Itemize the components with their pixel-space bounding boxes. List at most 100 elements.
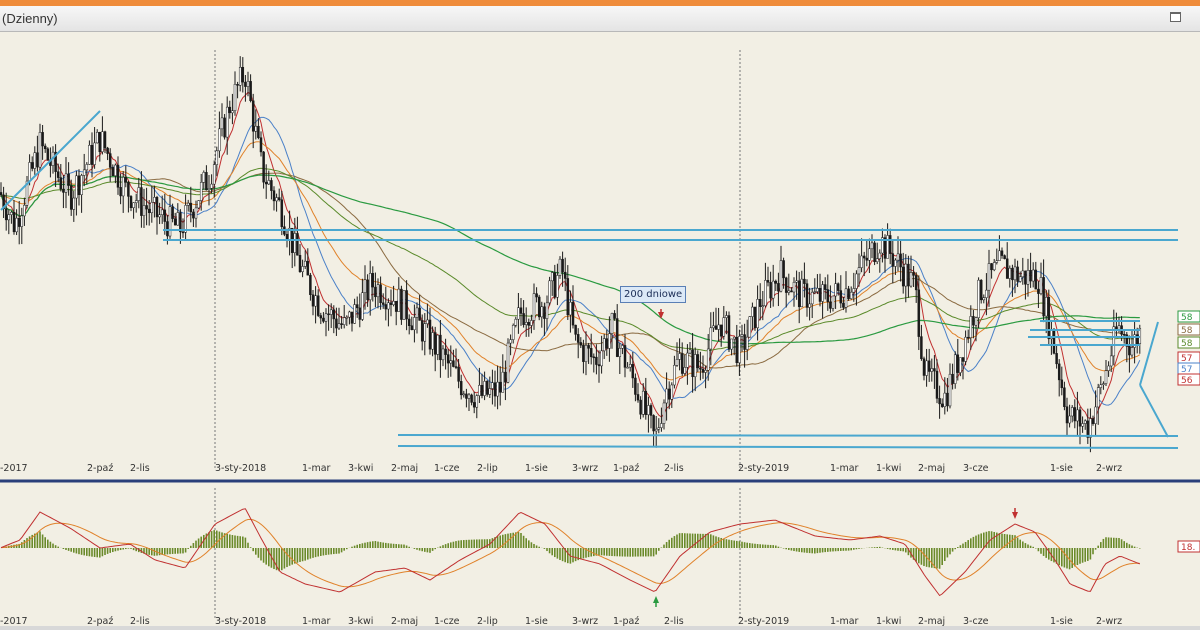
price-bar-body (909, 272, 913, 287)
price-bar-body (652, 415, 655, 432)
drawn-line-10[interactable] (1139, 384, 1169, 438)
price-bar-body (296, 233, 299, 256)
price-bar-body (1078, 409, 1082, 427)
price-bar-body (907, 263, 910, 287)
price-bar-body (810, 291, 814, 305)
price-bar-body (82, 169, 86, 176)
price-bar-body (615, 318, 619, 357)
price-bar-body (114, 164, 117, 177)
price-bar-body (631, 364, 635, 379)
price-bar-body (1070, 407, 1074, 417)
price-bar-body (342, 317, 346, 325)
price-bar-body (649, 405, 653, 416)
price-bar-body (717, 324, 720, 330)
sell-arrow-icon (658, 312, 664, 319)
price-bar-body (938, 398, 941, 405)
price-bar-body (678, 353, 681, 360)
price-bar-body (20, 215, 24, 227)
price-bar-body (992, 262, 996, 271)
price-bar-body (1081, 423, 1084, 427)
price-bar-body (589, 348, 593, 358)
price-bar-body (719, 324, 723, 337)
price-bar-body (571, 301, 575, 326)
price-bar-body (392, 300, 395, 305)
price-bar-body (550, 272, 554, 282)
price-bar-body (628, 364, 632, 368)
drawn-line-2[interactable] (397, 434, 1179, 437)
price-bar-body (1000, 250, 1004, 256)
price-bar-body (561, 258, 564, 273)
price-bar-body (366, 279, 369, 301)
price-bar-body (758, 299, 762, 307)
maximize-icon[interactable] (1170, 12, 1181, 22)
drawing-tools[interactable] (0, 110, 1179, 449)
price-bar-body (1003, 255, 1006, 260)
price-bar-body (36, 152, 39, 168)
price-bar-body (613, 313, 616, 319)
price-bar-body (641, 390, 645, 415)
price-bar-body (930, 368, 934, 372)
price-bar-body (639, 399, 642, 415)
price-bar-body (85, 164, 89, 171)
price-bar-body (696, 354, 700, 369)
price-bar-body (883, 237, 887, 259)
x-tick-label: 2-lis (664, 616, 684, 627)
price-bar-body (935, 370, 939, 399)
price-bar-body (246, 81, 250, 87)
price-bar-body (1109, 355, 1113, 367)
price-bar-body (98, 131, 102, 153)
macd-x-axis-labels: -2017 2-paź 2-lis 3-sty-2018 1-mar 3-kwi 2-maj… (0, 616, 1122, 627)
price-bar-body (33, 152, 37, 169)
price-bar-body (485, 381, 489, 395)
price-bar-body (483, 381, 486, 396)
price-bar-body (540, 306, 544, 318)
price-bar-body (1024, 270, 1027, 285)
drawn-line-9[interactable] (1139, 321, 1159, 386)
price-tag-text: 58 (1181, 339, 1193, 349)
x-tick-label: 1-sie (1050, 616, 1073, 627)
price-bar-body (844, 288, 848, 308)
price-bar-body (153, 197, 156, 203)
price-bar-body (160, 209, 164, 215)
annotation-label[interactable]: 200 dniowe (620, 286, 687, 303)
price-bar-body (901, 266, 905, 287)
x-tick-label: 3-wrz (572, 463, 598, 474)
horizontal-scrollbar[interactable] (0, 626, 1200, 630)
price-bar-body (894, 259, 897, 267)
price-bar-body (498, 381, 502, 393)
price-bar-body (459, 381, 463, 396)
price-bar-body (792, 281, 796, 293)
price-bar-body (23, 205, 26, 217)
price-bar-body (171, 206, 174, 219)
price-bar-body (384, 304, 388, 310)
price-bar-body (254, 125, 258, 132)
price-bar-body (982, 297, 986, 301)
price-bar-body (285, 234, 289, 240)
price-bar-body (535, 293, 538, 298)
price-bar-body (563, 271, 567, 279)
price-bar-body (1089, 418, 1092, 438)
macd-panel (0, 483, 1200, 625)
price-bar-body (946, 392, 949, 407)
price-bar-body (1125, 334, 1129, 347)
price-bar-body (753, 306, 757, 329)
price-bar-body (829, 301, 832, 309)
price-bar-body (25, 180, 29, 206)
price-bar-body (808, 303, 811, 308)
drawn-line-8[interactable] (0, 110, 101, 211)
price-bar-body (1008, 267, 1012, 279)
price-bar-body (244, 81, 247, 87)
price-bar-body (597, 364, 601, 367)
drawn-line-3[interactable] (397, 445, 1179, 449)
price-bar-body (553, 272, 557, 298)
price-bar-body (77, 175, 81, 196)
price-bar-body (249, 81, 252, 102)
price-tag-text: 56 (1181, 376, 1193, 386)
window-titlebar[interactable]: (Dzienny) (0, 6, 1200, 32)
price-bar-body (176, 212, 180, 226)
price-bar-body (106, 147, 109, 154)
price-bar-body (46, 148, 50, 161)
price-bar-body (210, 183, 213, 189)
